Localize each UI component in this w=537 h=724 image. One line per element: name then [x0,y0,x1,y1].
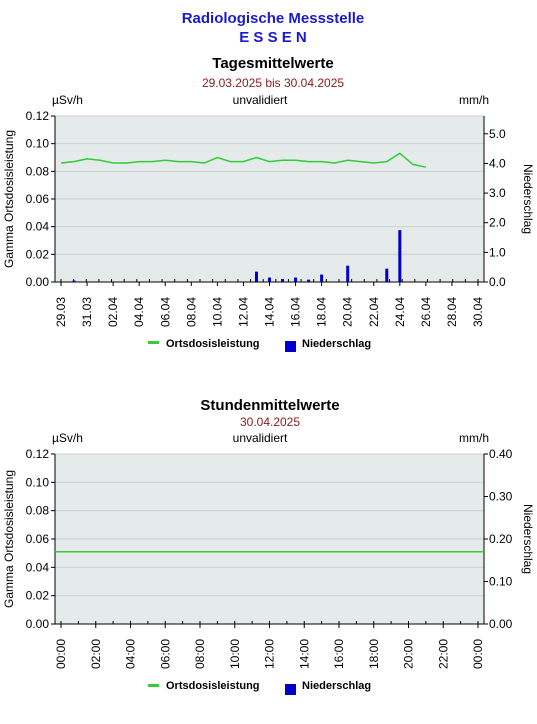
daily-status: unvalidiert [233,93,288,107]
x-tick-label: 04:00 [124,639,138,669]
x-tick-label: 26.04 [419,297,433,327]
x-tick-label: 28.04 [445,297,459,327]
y-tick-label: 0.12 [26,447,50,461]
precipitation-bar [398,230,402,282]
daily-chart-period: 29.03.2025 bis 30.04.2025 [202,76,344,90]
x-tick-label: 22.04 [367,297,381,327]
daily-chart-title: Tagesmittelwerte [212,55,333,72]
precipitation-bar [72,280,76,282]
x-tick-label: 06.04 [158,297,172,327]
hourly-chart-date: 30.04.2025 [240,415,300,429]
y-tick-label: 0.00 [26,617,50,631]
hourly-y-axis-label: Gamma Ortsdosisleistung [2,470,16,608]
y-tick-label: 0.02 [26,589,50,603]
x-tick-label: 22:00 [436,639,450,669]
y2-tick-label: 5.0 [489,127,506,141]
x-tick-label: 20:00 [402,639,416,669]
daily-left-unit: µSv/h [52,93,83,107]
x-tick-label: 20.04 [341,297,355,327]
x-tick-label: 00:00 [471,639,485,669]
station-title: Radiologische Messstelle [182,10,365,27]
x-tick-label: 16:00 [332,639,346,669]
x-tick-label: 24.04 [393,297,407,327]
daily-right-unit: mm/h [459,93,489,107]
station-name: E S S E N [239,29,307,46]
legend-line-swatch [148,341,159,344]
legend-bar-label: Niederschlag [302,680,371,692]
precipitation-bar [320,274,324,282]
dose-rate-line [60,152,427,168]
y-tick-label: 0.00 [26,275,50,289]
y2-tick-label: 0.30 [489,490,513,504]
y2-tick-label: 0.20 [489,532,513,546]
precipitation-bar [294,277,298,282]
y-tick-label: 0.10 [26,137,50,151]
precipitation-bar [254,271,258,282]
x-tick-label: 02:00 [89,639,103,669]
daily-chart: Tagesmittelwerte 29.03.2025 bis 30.04.20… [2,55,535,352]
x-tick-label: 14.04 [263,297,277,327]
legend-line-label: Ortsdosisleistung [166,338,260,350]
legend-bar-swatch [285,684,296,695]
precipitation-bar [281,279,285,282]
daily-y2-axis-label: Niederschlag [521,164,535,234]
legend-line-swatch [148,684,159,687]
x-tick-label: 12.04 [236,297,250,327]
daily-legend: Ortsdosisleistung Niederschlag [148,338,371,352]
x-tick-label: 18:00 [367,639,381,669]
y-tick-label: 0.06 [26,192,50,206]
x-tick-label: 14:00 [297,639,311,669]
y2-tick-label: 1.0 [489,245,506,259]
hourly-y2-axis-label: Niederschlag [521,504,535,574]
hourly-left-unit: µSv/h [52,431,83,445]
precipitation-bar [346,265,350,282]
hourly-chart: Stundenmittelwerte 30.04.2025 µSv/h unva… [2,397,535,695]
hourly-right-unit: mm/h [459,431,489,445]
y-tick-label: 0.08 [26,164,50,178]
y-tick-label: 0.12 [26,109,50,123]
y2-tick-label: 0.00 [489,617,513,631]
y2-tick-label: 0.40 [489,447,513,461]
precipitation-bar [307,279,311,282]
x-tick-label: 29.03 [54,297,68,327]
y-tick-label: 0.02 [26,247,50,261]
x-tick-label: 10:00 [228,639,242,669]
y-tick-label: 0.08 [26,504,50,518]
y-tick-label: 0.04 [26,560,50,574]
x-tick-label: 18.04 [315,297,329,327]
daily-y-axis-label: Gamma Ortsdosisleistung [2,130,16,268]
x-tick-label: 02.04 [106,297,120,327]
hourly-chart-title: Stundenmittelwerte [200,397,339,414]
x-tick-label: 04.04 [132,297,146,327]
precipitation-bar [268,277,271,282]
x-tick-label: 00:00 [54,639,68,669]
y-tick-label: 0.06 [26,532,50,546]
legend-line-label: Ortsdosisleistung [166,680,260,692]
legend-bar-swatch [285,341,296,352]
hourly-legend: Ortsdosisleistung Niederschlag [148,680,371,695]
y-tick-label: 0.10 [26,475,50,489]
x-tick-label: 12:00 [263,639,277,669]
y2-tick-label: 0.0 [489,275,506,289]
x-tick-label: 08:00 [193,639,207,669]
precipitation-bar [385,268,389,282]
hourly-status: unvalidiert [233,431,288,445]
x-tick-label: 31.03 [80,297,94,327]
x-tick-label: 08.04 [184,297,198,327]
y2-tick-label: 3.0 [489,186,506,200]
y2-tick-label: 2.0 [489,216,506,230]
x-tick-label: 16.04 [289,297,303,327]
x-tick-label: 06:00 [158,639,172,669]
x-tick-label: 30.04 [471,297,485,327]
x-tick-label: 10.04 [210,297,224,327]
y-tick-label: 0.04 [26,220,50,234]
y2-tick-label: 0.10 [489,575,513,589]
legend-bar-label: Niederschlag [302,338,371,350]
y2-tick-label: 4.0 [489,156,506,170]
